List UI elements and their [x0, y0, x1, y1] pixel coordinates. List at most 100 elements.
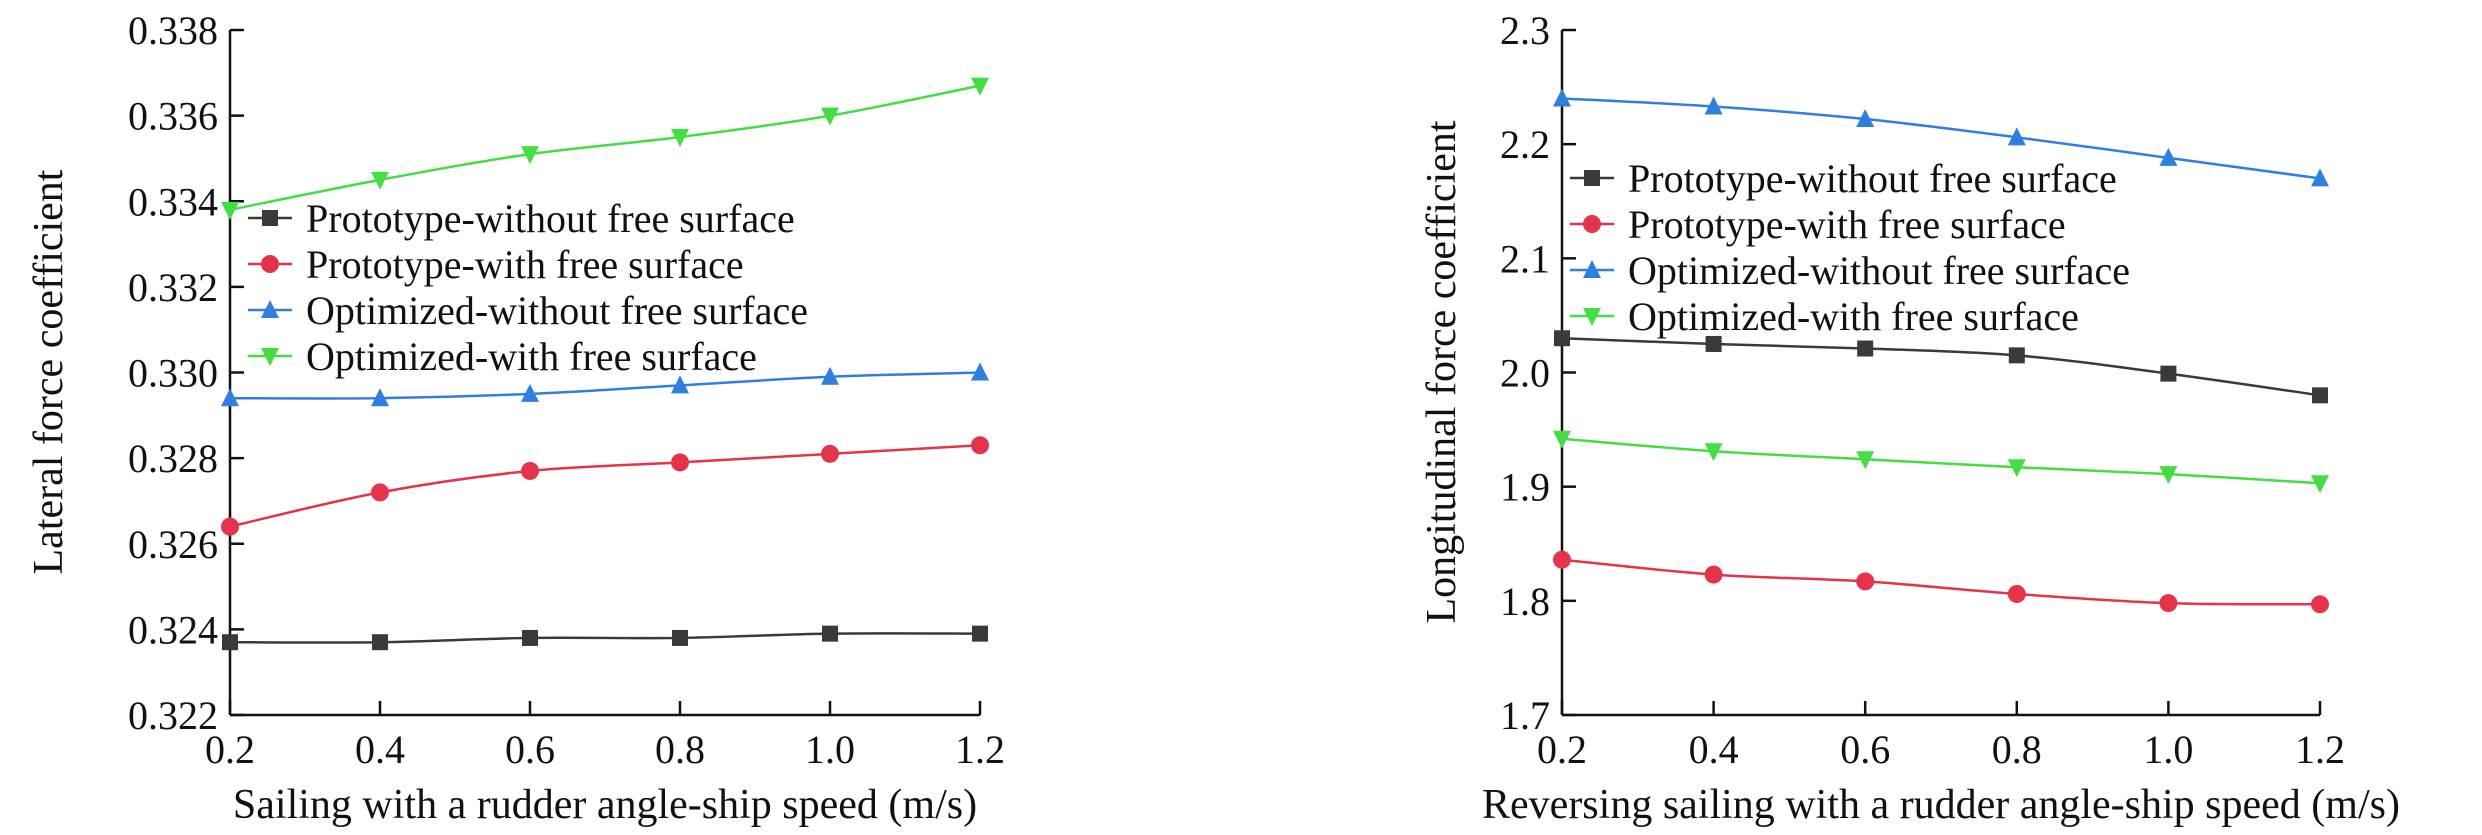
legend-label: Prototype-with free surface	[306, 242, 744, 287]
data-point	[671, 129, 689, 148]
y-ticks: 1.7 1.8 1.9 2.0 2.1 2.2 2.3	[1500, 8, 1576, 738]
data-point	[822, 625, 838, 642]
legend-label: Optimized-without free surface	[306, 288, 808, 333]
legend-marker	[1584, 170, 1600, 186]
legend-label: Prototype-without free surface	[1628, 156, 2117, 201]
legend-label: Prototype-with free surface	[1628, 202, 2066, 247]
data-point	[521, 146, 539, 165]
x-tick-label: 0.6	[1840, 727, 1890, 772]
y-tick-label: 0.334	[128, 179, 218, 224]
x-ticks: 0.2 0.4 0.6 0.8 1.0 1.2	[205, 701, 1005, 772]
y-tick-label: 0.328	[128, 436, 218, 481]
x-tick-label: 1.0	[2143, 727, 2193, 772]
data-point	[1553, 88, 1571, 107]
series-line	[229, 444, 981, 528]
data-point	[2311, 595, 2329, 614]
y-tick-label: 1.7	[1500, 693, 1550, 738]
legend: Prototype-without free surfacePrototype-…	[1570, 156, 2130, 339]
legend-marker	[1583, 215, 1601, 233]
data-point	[2007, 127, 2026, 146]
legend-label: Prototype-without free surface	[306, 196, 795, 241]
data-point	[821, 107, 839, 126]
y-tick-label: 0.322	[128, 693, 218, 738]
data-point	[221, 388, 239, 407]
series-line	[1561, 558, 2321, 606]
y-tick-label: 2.0	[1500, 351, 1550, 396]
x-tick-label: 1.2	[955, 727, 1005, 772]
data-point	[2311, 168, 2329, 187]
x-tick-label: 0.8	[655, 727, 705, 772]
data-point	[1553, 430, 1571, 449]
data-point	[971, 362, 989, 381]
series-line	[229, 371, 981, 400]
series-line	[229, 84, 981, 212]
series-0	[1554, 330, 2328, 404]
y-tick-label: 2.1	[1500, 236, 1550, 281]
legend-marker	[261, 300, 279, 318]
data-point	[821, 444, 839, 463]
x-axis-label: Reversing sailing with a rudder angle-sh…	[1482, 782, 2400, 828]
series-line	[1561, 97, 2321, 180]
data-point	[371, 388, 389, 407]
x-tick-label: 0.2	[205, 727, 255, 772]
x-tick-label: 0.2	[1537, 727, 1587, 772]
x-tick-label: 0.6	[505, 727, 555, 772]
series-3	[221, 77, 989, 220]
data-point	[2007, 459, 2026, 478]
data-point	[1704, 565, 1723, 584]
y-ticks: 0.322 0.324 0.326 0.328 0.330 0.332 0.334 0.336…	[128, 8, 244, 738]
data-point	[1705, 335, 1722, 352]
legend-label: Optimized-without free surface	[1628, 248, 2130, 293]
x-axis-label: Sailing with a rudder angle-ship speed (…	[233, 782, 977, 828]
data-point	[672, 629, 688, 646]
legend-label: Optimized-with free surface	[1628, 294, 2079, 339]
x-tick-label: 0.4	[355, 727, 405, 772]
series-layer	[221, 77, 989, 651]
y-tick-label: 0.326	[128, 522, 218, 567]
legend-marker	[261, 348, 279, 366]
data-point	[1856, 109, 1875, 128]
data-point	[372, 634, 388, 651]
data-point	[2007, 584, 2026, 603]
series-line	[229, 632, 981, 644]
legend-marker	[262, 210, 278, 226]
data-point	[521, 383, 539, 402]
series-2	[1553, 88, 2329, 187]
data-point	[221, 201, 239, 220]
data-point	[221, 517, 239, 536]
legend-marker	[1583, 260, 1601, 278]
data-point	[1856, 451, 1875, 470]
data-point	[1553, 550, 1571, 569]
data-point	[971, 77, 989, 96]
series-1	[221, 436, 989, 536]
series-line	[1561, 337, 2321, 397]
data-point	[671, 375, 689, 394]
y-tick-label: 0.332	[128, 265, 218, 310]
data-point	[821, 366, 839, 385]
series-layer	[1553, 88, 2329, 614]
data-point	[521, 461, 539, 480]
data-point	[671, 453, 689, 472]
y-tick-label: 0.330	[128, 351, 218, 396]
y-axis-label: Longitudinal force coefficient	[1419, 120, 1465, 623]
data-point	[2159, 147, 2178, 166]
data-point	[2008, 347, 2025, 364]
x-tick-label: 1.2	[2295, 727, 2345, 772]
series-2	[221, 362, 989, 407]
y-tick-label: 1.9	[1500, 465, 1550, 510]
x-tick-label: 0.4	[1689, 727, 1739, 772]
y-tick-label: 2.3	[1500, 8, 1550, 53]
data-point	[2159, 466, 2178, 485]
lateral-force-chart: 0.322 0.324 0.326 0.328 0.330 0.332 0.334 0.336…	[26, 8, 1005, 828]
x-tick-label: 1.0	[805, 727, 855, 772]
series-line	[1561, 437, 2321, 485]
legend-label: Optimized-with free surface	[306, 334, 757, 379]
y-tick-label: 0.324	[128, 607, 218, 652]
y-axis-label: Lateral force coefficient	[26, 169, 72, 574]
y-tick-label: 0.336	[128, 94, 218, 139]
data-point	[371, 483, 389, 502]
y-tick-label: 2.2	[1500, 122, 1550, 167]
longitudinal-force-chart: 1.7 1.8 1.9 2.0 2.1 2.2 2.3 0.2 0.4 0.6 0.8 1.0 1.2…	[1419, 8, 2400, 828]
data-point	[972, 625, 988, 642]
y-tick-label: 0.338	[128, 8, 218, 53]
